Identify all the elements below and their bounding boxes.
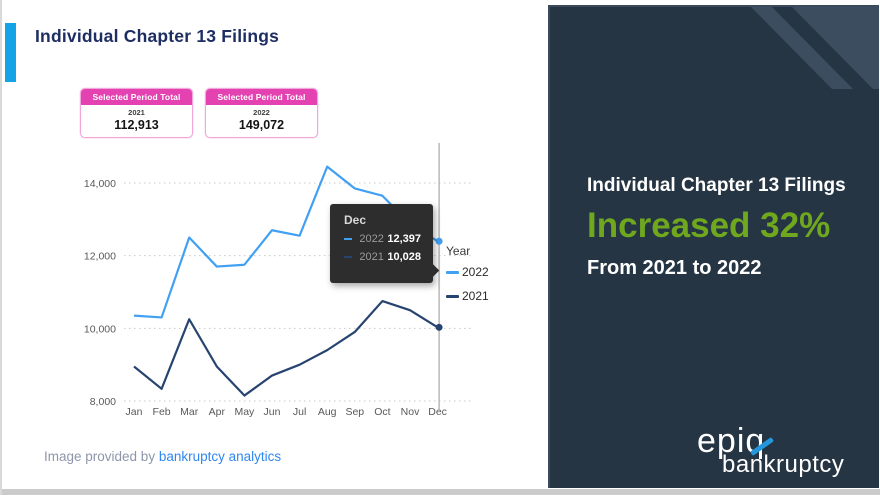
tooltip-row: 2021 10,028 xyxy=(344,251,421,263)
tooltip-series: 2022 xyxy=(359,233,384,245)
svg-text:Sep: Sep xyxy=(345,406,364,418)
legend-label: 2022 xyxy=(462,265,489,279)
tooltip-series: 2021 xyxy=(359,251,384,263)
card-year: 2021 xyxy=(128,108,145,117)
tooltip-value: 12,397 xyxy=(387,233,421,245)
svg-text:Mar: Mar xyxy=(180,406,199,418)
tooltip-row: 2022 12,397 xyxy=(344,233,421,245)
chart-tooltip: Dec 2022 12,397 2021 10,028 xyxy=(330,204,440,283)
svg-text:Jul: Jul xyxy=(293,406,306,418)
summary-line3: From 2021 to 2022 xyxy=(587,257,762,279)
svg-text:Jun: Jun xyxy=(264,406,281,418)
legend-title: Year xyxy=(446,244,471,258)
svg-text:Oct: Oct xyxy=(374,406,390,418)
filings-line-chart[interactable]: 8,000 10,000 12,000 14,000 Jan Feb Mar Apr May Ju… xyxy=(2,0,548,430)
summary-line1: Individual Chapter 13 Filings xyxy=(587,175,846,196)
title-accent-bar xyxy=(5,23,16,82)
corner-stripes-decoration xyxy=(751,7,879,89)
summary-text-block: Individual Chapter 13 Filings Increased … xyxy=(587,175,846,280)
svg-text:Aug: Aug xyxy=(318,406,337,418)
legend-item-2021[interactable]: 2021 xyxy=(446,289,489,303)
card-total-value: 112,913 xyxy=(114,118,159,132)
chart-legend: Year 2022 2021 xyxy=(446,244,489,313)
legend-label: 2021 xyxy=(462,289,489,303)
attribution-prefix: Image provided by xyxy=(44,449,159,464)
svg-text:Nov: Nov xyxy=(401,406,420,418)
period-total-card-2022: Selected Period Total 2022 149,072 xyxy=(205,88,318,138)
svg-text:12,000: 12,000 xyxy=(84,251,116,263)
tooltip-dash-2021-icon xyxy=(344,255,353,259)
bottom-border-strip xyxy=(2,489,880,495)
card-total-value: 149,072 xyxy=(238,118,285,132)
legend-dash-2022-icon xyxy=(446,270,459,274)
summary-increase-line: Increased 32% xyxy=(587,206,831,245)
tooltip-value: 10,028 xyxy=(387,251,421,263)
svg-text:10,000: 10,000 xyxy=(84,323,116,335)
card-header: Selected Period Total xyxy=(81,89,192,105)
attribution-brand-link[interactable]: bankruptcy analytics xyxy=(158,449,282,464)
card-year: 2022 xyxy=(253,108,270,117)
summary-panel: Individual Chapter 13 Filings Increased … xyxy=(548,5,879,488)
svg-text:Feb: Feb xyxy=(153,406,171,418)
attribution-text: Image provided by bankruptcy analytics xyxy=(44,449,281,464)
svg-text:Jan: Jan xyxy=(126,406,143,418)
epiq-bankruptcy-logo-text: bankruptcy xyxy=(722,451,845,478)
period-total-card-2021: Selected Period Total 2021 112,913 xyxy=(80,88,193,138)
page-title: Individual Chapter 13 Filings xyxy=(35,26,280,46)
legend-dash-2021-icon xyxy=(446,294,459,298)
tooltip-dash-2022-icon xyxy=(344,237,353,241)
svg-text:8,000: 8,000 xyxy=(90,396,116,408)
card-header: Selected Period Total xyxy=(206,89,317,105)
svg-text:Apr: Apr xyxy=(209,406,226,418)
tooltip-month: Dec xyxy=(344,213,367,227)
svg-text:14,000: 14,000 xyxy=(84,178,116,190)
legend-item-2022[interactable]: 2022 xyxy=(446,265,489,279)
svg-text:Dec: Dec xyxy=(428,406,447,418)
epiq-logo: epiq xyxy=(697,422,775,461)
svg-text:May: May xyxy=(234,406,255,418)
